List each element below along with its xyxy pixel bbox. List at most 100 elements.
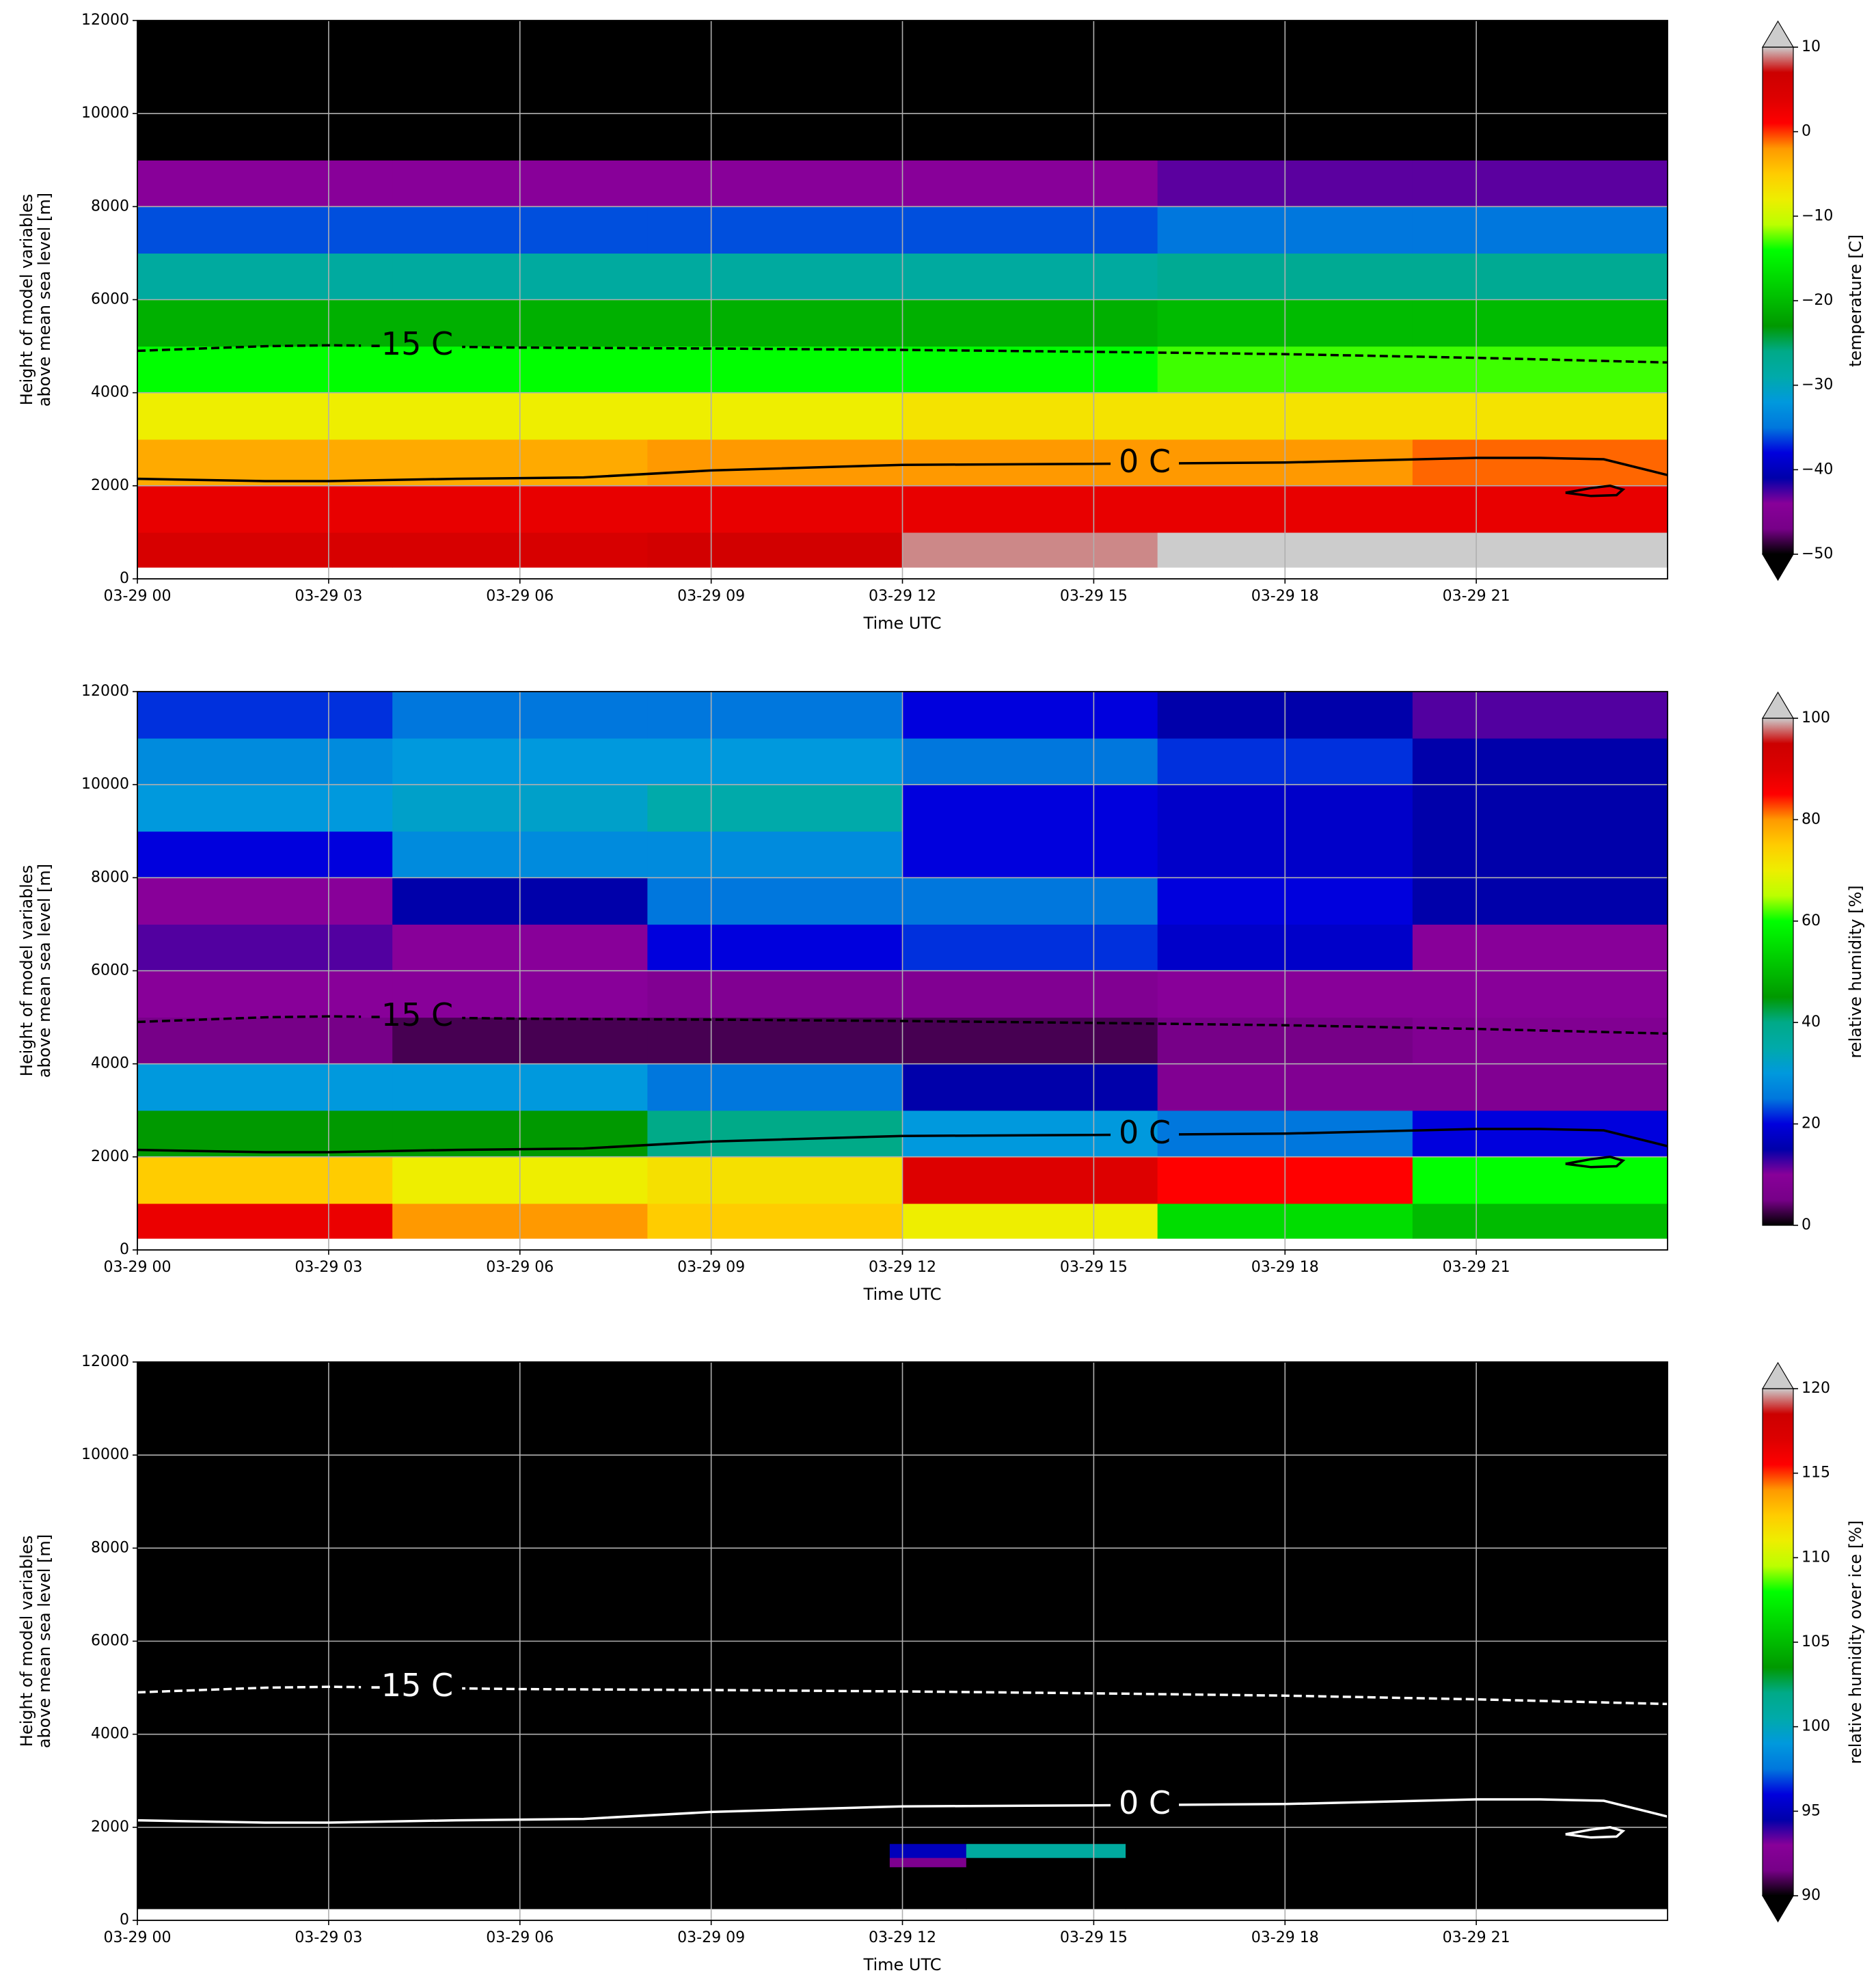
- heatmap-cell: [647, 21, 903, 68]
- heatmap-cell: [1412, 160, 1668, 207]
- heatmap-cell: [647, 299, 903, 347]
- heatmap-cell: [137, 1017, 393, 1065]
- heatmap-cell: [137, 299, 393, 347]
- heatmap-cell: [902, 206, 1158, 254]
- heatmap-cell: [647, 1203, 903, 1239]
- heatmap-cell: [137, 392, 393, 440]
- heatmap-cell: [137, 1063, 393, 1111]
- x-tick-label: 03-29 12: [869, 1929, 936, 1946]
- heatmap-cell: [966, 1362, 1126, 1844]
- heatmap-cell: [1412, 439, 1668, 487]
- heatmap-cell: [137, 206, 393, 254]
- colorbar-tick-label: 100: [1802, 1718, 1830, 1735]
- heatmap-cell: [1412, 206, 1668, 254]
- heatmap-cell: [902, 67, 1158, 114]
- heatmap-cell: [902, 1017, 1158, 1065]
- heatmap-cell: [647, 439, 903, 487]
- contour-line: [137, 1798, 1668, 1839]
- heatmap-cell: [966, 1843, 1126, 1858]
- heatmap-cell: [647, 113, 903, 161]
- x-tick-label: 03-29 21: [1443, 1929, 1510, 1946]
- x-axis-label: Time UTC: [863, 1285, 942, 1304]
- x-tick-label: 03-29 06: [486, 1929, 554, 1946]
- contour-line: [137, 344, 1668, 364]
- y-tick-label: 2000: [91, 1819, 129, 1836]
- colorbar: [1763, 1389, 1793, 1896]
- y-axis-label: Height of model variables: [17, 1536, 36, 1747]
- colorbar-tick-label: −20: [1802, 292, 1833, 309]
- heatmap-cell: [902, 392, 1158, 440]
- y-tick-label: 10000: [81, 1446, 129, 1463]
- x-tick-label: 03-29 18: [1251, 1929, 1319, 1946]
- contour-label: -15 C: [370, 1667, 453, 1704]
- heatmap-cell: [1126, 1857, 1668, 1868]
- colorbar-tick-label: 0: [1802, 1216, 1811, 1234]
- heatmap-cell: [647, 831, 903, 878]
- heatmap-cell: [902, 253, 1158, 301]
- heatmap-cell: [902, 692, 1158, 739]
- x-tick-label: 03-29 06: [486, 588, 554, 605]
- colorbar-tick-label: 90: [1802, 1887, 1821, 1904]
- y-tick-label: 4000: [91, 1055, 129, 1072]
- colorbar-tick-label: 110: [1802, 1549, 1830, 1566]
- colorbar-tick-label: 20: [1802, 1115, 1821, 1132]
- colorbar-tick-label: −40: [1802, 461, 1833, 478]
- heatmap-cell: [137, 1156, 393, 1204]
- heatmap-cell: [1412, 532, 1668, 568]
- heatmap-cell: [889, 1843, 967, 1858]
- x-tick-label: 03-29 09: [677, 1259, 745, 1276]
- colorbar-frame: [1762, 718, 1794, 1226]
- y-axis-label: above mean sea level [m]: [35, 1534, 54, 1748]
- heatmap-cell: [902, 924, 1158, 972]
- x-axis-label: Time UTC: [863, 1955, 942, 1974]
- heatmap-cell: [647, 253, 903, 301]
- heatmap-cell: [1412, 1063, 1668, 1111]
- heatmap-cell: [889, 1866, 967, 1909]
- y-tick-label: 12000: [81, 1353, 129, 1370]
- y-tick-label: 0: [120, 1241, 129, 1258]
- heatmap-cell: [902, 532, 1158, 568]
- heatmap-cell: [647, 1017, 903, 1065]
- heatmap-cell: [1412, 1156, 1668, 1204]
- heatmap-cell: [902, 485, 1158, 533]
- heatmap-cell: [1412, 485, 1668, 533]
- contour-line: [137, 1128, 1668, 1169]
- colorbar-label: relative humidity over ice [%]: [1846, 1521, 1865, 1765]
- colorbar-extension: [1761, 20, 1795, 48]
- colorbar-extension: [1761, 691, 1795, 719]
- contour-line: [137, 1685, 1668, 1706]
- x-tick-label: 03-29 09: [677, 1929, 745, 1946]
- heatmap-cell: [902, 1203, 1158, 1239]
- y-tick-label: 4000: [91, 1726, 129, 1743]
- heatmap-cell: [137, 21, 393, 68]
- heatmap-cell: [966, 1857, 1126, 1868]
- heatmap-cell: [902, 970, 1158, 1018]
- x-tick-label: 03-29 21: [1443, 588, 1510, 605]
- panel: -15 C 0 C 03-29 00 03-29 03 03-29 06 03-29 09…: [17, 1353, 1865, 1974]
- colorbar-extension: [1761, 1361, 1795, 1389]
- x-tick-label: 03-29 18: [1251, 1259, 1319, 1276]
- y-tick-label: 0: [120, 1911, 129, 1929]
- heatmap-cell: [137, 1203, 393, 1239]
- panel: -15 C 0 C 03-29 00 03-29 03 03-29 06 03-29 09…: [17, 12, 1865, 633]
- heatmap-cell: [902, 346, 1158, 394]
- x-tick-label: 03-29 21: [1443, 1259, 1510, 1276]
- y-tick-label: 12000: [81, 12, 129, 29]
- heatmap-cell: [902, 1063, 1158, 1111]
- x-tick-label: 03-29 12: [869, 588, 936, 605]
- x-tick-label: 03-29 15: [1060, 588, 1128, 605]
- heatmap-cell: [902, 299, 1158, 347]
- colorbar-tick-label: 0: [1802, 123, 1811, 140]
- x-axis-label: Time UTC: [863, 614, 942, 633]
- panel: -15 C 0 C 03-29 00 03-29 03 03-29 06 03-29 09…: [17, 683, 1865, 1304]
- heatmap-cell: [647, 392, 903, 440]
- contour-line: [137, 1015, 1668, 1035]
- y-tick-label: 10000: [81, 105, 129, 122]
- heatmap-cell: [647, 1110, 903, 1158]
- y-axis-label: above mean sea level [m]: [35, 193, 54, 407]
- colorbar-tick-label: 120: [1802, 1380, 1830, 1397]
- colorbar-tick-label: −30: [1802, 377, 1833, 394]
- x-tick-label: 03-29 03: [295, 1259, 362, 1276]
- y-axis-label: above mean sea level [m]: [35, 864, 54, 1078]
